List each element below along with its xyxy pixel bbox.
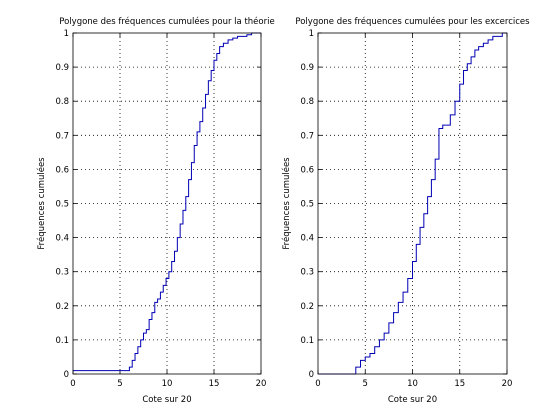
y-tick-label: 1: [64, 29, 69, 39]
ticks: 0 5 10 15 20 0 0.1 0.2 0.3 0.4 0.5 0.6 0.7 0.8 0.9 1: [300, 29, 512, 389]
ticks: 0 5 10 15 20 0 0.1 0.2 0.3 0.4 0.5 0.6 0.7 0.8 0.9 1: [55, 29, 266, 389]
y-tick-label: 0.6: [55, 165, 69, 175]
y-tick-label: 0: [64, 370, 69, 380]
y-tick-label: 0.4: [55, 234, 69, 244]
y-tick-label: 0: [309, 370, 314, 380]
x-tick-label: 10: [162, 379, 173, 389]
y-tick-label: 0.9: [55, 63, 69, 73]
x-tick-label: 10: [407, 379, 418, 389]
y-tick-label: 0.1: [300, 336, 314, 346]
x-tick-label: 20: [502, 379, 513, 389]
x-tick-label: 20: [256, 379, 267, 389]
y-tick-label: 0.5: [55, 200, 69, 210]
x-tick-label: 0: [70, 379, 75, 389]
y-tick-label: 0.1: [55, 336, 69, 346]
y-tick-label: 0.2: [300, 302, 314, 312]
y-axis-label: Fréquences cumulées: [36, 157, 47, 250]
chart-title: Polygone des fréquences cumulées pour le…: [295, 16, 530, 27]
chart-panel-theorie: Polygone des fréquences cumulées pour la…: [36, 16, 275, 405]
y-tick-label: 0.9: [300, 63, 314, 73]
y-tick-label: 0.3: [55, 268, 69, 278]
y-axis-label: Fréquences cumulées: [281, 157, 292, 250]
y-tick-label: 0.8: [300, 97, 314, 107]
y-tick-label: 0.8: [55, 97, 69, 107]
axes-box: [72, 32, 262, 375]
x-axis-label: Cote sur 20: [142, 395, 191, 405]
x-tick-label: 15: [209, 379, 220, 389]
cumulative-frequency-line: [318, 32, 507, 375]
y-tick-label: 0.5: [300, 200, 314, 210]
cumulative-frequency-line: [73, 32, 261, 372]
chart-panel-exercices: Polygone des fréquences cumulées pour le…: [281, 16, 530, 405]
chart-title: Polygone des fréquences cumulées pour la…: [59, 16, 274, 27]
x-tick-label: 15: [454, 379, 465, 389]
y-tick-label: 0.2: [55, 302, 69, 312]
x-tick-label: 5: [117, 379, 122, 389]
y-tick-label: 0.6: [300, 165, 314, 175]
y-tick-label: 0.7: [55, 131, 69, 141]
y-tick-label: 0.4: [300, 234, 314, 244]
x-tick-label: 0: [315, 379, 320, 389]
y-tick-label: 0.7: [300, 131, 314, 141]
x-tick-label: 5: [363, 379, 368, 389]
grid: [73, 33, 261, 374]
y-tick-label: 1: [309, 29, 314, 39]
y-tick-label: 0.3: [300, 268, 314, 278]
x-axis-label: Cote sur 20: [388, 395, 437, 405]
axes-box: [317, 32, 508, 375]
